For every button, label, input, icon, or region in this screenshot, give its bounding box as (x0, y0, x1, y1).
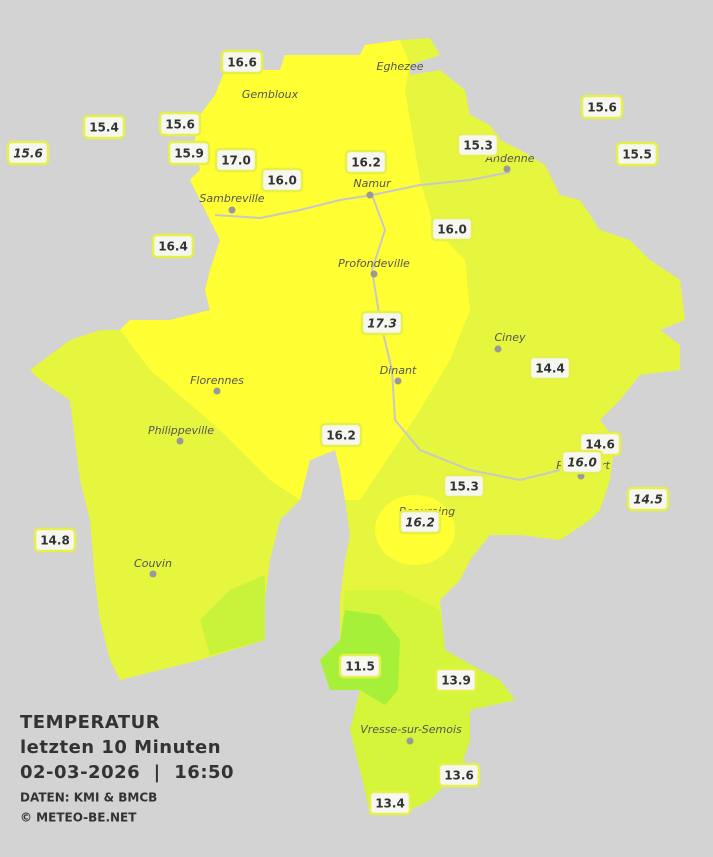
station-value: 17.3 (367, 317, 397, 331)
station-box (398, 509, 442, 535)
station-value: 15.6 (587, 101, 617, 115)
station-value: 15.3 (449, 480, 479, 494)
station-value: 16.2 (351, 156, 381, 170)
station-value: 16.0 (567, 456, 597, 470)
city-label: Philippeville (148, 424, 214, 437)
station-box (319, 422, 363, 448)
station-value: 15.6 (165, 118, 195, 132)
city-label: Ciney (495, 331, 526, 344)
credit: © METEO-BE.NET (20, 811, 137, 825)
station-box (344, 149, 388, 175)
river (214, 171, 561, 482)
station-value: 15.5 (622, 148, 652, 162)
city-dot (394, 377, 402, 385)
station-box (167, 140, 211, 166)
station-box (33, 527, 77, 553)
station-value: 15.6 (13, 147, 43, 161)
station-box (442, 473, 486, 499)
city-label: Dinant (380, 364, 417, 377)
station-box (260, 167, 304, 193)
timestamp: 02-03-2026 | 16:50 (20, 762, 234, 783)
station-value: 16.0 (267, 174, 297, 188)
station-box (368, 790, 412, 816)
station-box (360, 310, 404, 336)
station-value: 16.4 (158, 240, 188, 254)
station-box (430, 216, 474, 242)
city-label: Sambreville (199, 192, 264, 205)
station-value: 16.2 (326, 429, 356, 443)
city-label: Eghezee (377, 60, 424, 73)
station-value: 16.6 (227, 56, 257, 70)
city-label: Gembloux (242, 88, 299, 101)
station-value: 17.0 (221, 154, 251, 168)
city-label: Florennes (190, 374, 244, 387)
station-box (456, 132, 500, 158)
city-label: Couvin (134, 557, 172, 570)
station-box (560, 449, 604, 475)
station-box (528, 355, 572, 381)
cool-zone (200, 575, 265, 655)
station-value: 15.4 (89, 121, 119, 135)
station-box (158, 111, 202, 137)
city-label: Profondeville (338, 257, 410, 270)
subtitle: letzten 10 Minuten (20, 737, 221, 758)
station-value: 15.9 (174, 147, 204, 161)
city-dot (149, 570, 157, 578)
station-value: 13.4 (375, 797, 405, 811)
city-dot (370, 270, 378, 278)
city-dot (213, 387, 221, 395)
city-dot (406, 737, 414, 745)
title: TEMPERATUR (20, 712, 160, 733)
station-value: 11.5 (345, 660, 375, 674)
station-value: 13.6 (444, 769, 474, 783)
city-dot (228, 206, 236, 214)
station-box (626, 486, 670, 512)
station-box (220, 49, 264, 75)
station-box (437, 762, 481, 788)
station-box (580, 94, 624, 120)
station-box (214, 147, 258, 173)
station-value: 14.8 (40, 534, 70, 548)
station-value: 14.5 (633, 493, 663, 507)
station-value: 16.2 (405, 516, 435, 530)
station-value: 14.6 (585, 438, 615, 452)
station-box (151, 233, 195, 259)
station-value: 14.4 (535, 362, 565, 376)
credit: DATEN: KMI & BMCB (20, 791, 157, 805)
station-box (615, 141, 659, 167)
city-dot (503, 165, 511, 173)
station-value: 15.3 (463, 139, 493, 153)
station-box (82, 114, 126, 140)
city-label: Vresse-sur-Semois (360, 723, 462, 736)
city-label: Namur (353, 177, 392, 190)
city-dot (494, 345, 502, 353)
station-value: 16.0 (437, 223, 467, 237)
station-box (6, 140, 50, 166)
city-dot (176, 437, 184, 445)
station-value: 13.9 (441, 674, 471, 688)
city-dot (366, 191, 374, 199)
station-box (338, 653, 382, 679)
station-box (434, 667, 478, 693)
